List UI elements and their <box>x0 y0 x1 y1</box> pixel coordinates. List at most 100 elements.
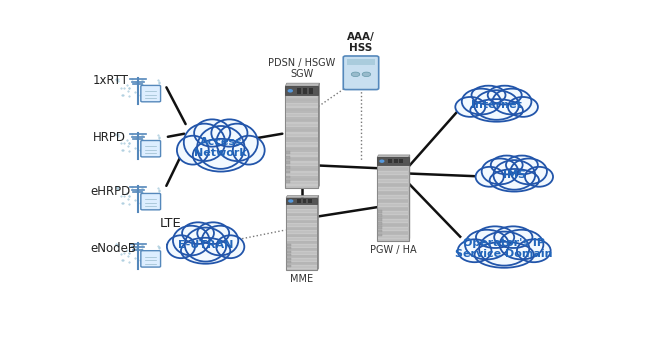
Ellipse shape <box>455 97 485 117</box>
Ellipse shape <box>194 119 231 147</box>
Ellipse shape <box>193 139 249 172</box>
Ellipse shape <box>212 119 247 147</box>
Ellipse shape <box>173 226 210 255</box>
FancyBboxPatch shape <box>286 181 318 186</box>
Ellipse shape <box>215 142 263 160</box>
FancyBboxPatch shape <box>286 151 290 154</box>
FancyBboxPatch shape <box>287 234 317 237</box>
Ellipse shape <box>492 89 532 114</box>
Ellipse shape <box>202 226 238 255</box>
Ellipse shape <box>517 239 550 262</box>
FancyBboxPatch shape <box>286 171 290 173</box>
Ellipse shape <box>460 244 510 259</box>
Ellipse shape <box>494 227 532 248</box>
Text: Operator's IP
Service Domain: Operator's IP Service Domain <box>455 238 553 259</box>
FancyBboxPatch shape <box>377 231 408 235</box>
Ellipse shape <box>492 101 535 114</box>
FancyBboxPatch shape <box>287 265 317 269</box>
Ellipse shape <box>169 240 210 255</box>
FancyBboxPatch shape <box>377 235 408 239</box>
Circle shape <box>288 90 293 92</box>
FancyBboxPatch shape <box>286 137 318 142</box>
FancyBboxPatch shape <box>377 187 408 191</box>
FancyBboxPatch shape <box>377 215 408 219</box>
Text: IMS: IMS <box>503 170 526 180</box>
FancyBboxPatch shape <box>286 152 318 157</box>
FancyBboxPatch shape <box>286 132 318 137</box>
FancyBboxPatch shape <box>303 199 306 203</box>
Ellipse shape <box>167 235 195 258</box>
Circle shape <box>380 160 384 162</box>
FancyBboxPatch shape <box>287 220 317 223</box>
Ellipse shape <box>217 124 258 161</box>
FancyBboxPatch shape <box>377 175 408 179</box>
FancyBboxPatch shape <box>287 258 317 262</box>
FancyBboxPatch shape <box>287 258 291 260</box>
Ellipse shape <box>498 244 549 259</box>
Ellipse shape <box>475 242 534 268</box>
FancyBboxPatch shape <box>303 88 307 94</box>
FancyBboxPatch shape <box>377 167 408 171</box>
FancyBboxPatch shape <box>377 183 408 187</box>
Ellipse shape <box>500 230 543 259</box>
FancyBboxPatch shape <box>287 255 317 258</box>
Polygon shape <box>318 83 319 188</box>
Ellipse shape <box>485 173 544 187</box>
Text: eHRPD: eHRPD <box>91 185 131 198</box>
FancyBboxPatch shape <box>141 193 161 210</box>
FancyBboxPatch shape <box>378 234 382 237</box>
Ellipse shape <box>474 90 519 120</box>
Ellipse shape <box>525 167 553 187</box>
Text: Access
Network: Access Network <box>195 136 247 158</box>
Polygon shape <box>317 195 319 270</box>
Circle shape <box>362 72 371 76</box>
Ellipse shape <box>509 171 551 184</box>
FancyBboxPatch shape <box>378 222 382 224</box>
FancyBboxPatch shape <box>377 157 409 241</box>
FancyBboxPatch shape <box>287 251 317 255</box>
Ellipse shape <box>494 160 535 190</box>
Text: AAA/
HSS: AAA/ HSS <box>347 32 375 53</box>
FancyBboxPatch shape <box>287 251 291 253</box>
Ellipse shape <box>181 238 231 264</box>
FancyBboxPatch shape <box>286 176 318 181</box>
FancyBboxPatch shape <box>377 223 408 227</box>
FancyBboxPatch shape <box>286 162 318 166</box>
FancyBboxPatch shape <box>286 157 318 162</box>
Ellipse shape <box>506 156 538 174</box>
Ellipse shape <box>508 97 538 117</box>
Ellipse shape <box>177 136 209 165</box>
FancyBboxPatch shape <box>286 198 317 270</box>
FancyBboxPatch shape <box>286 176 290 178</box>
Text: HRPD: HRPD <box>93 131 126 144</box>
FancyBboxPatch shape <box>287 254 291 256</box>
Polygon shape <box>377 155 410 157</box>
Ellipse shape <box>488 86 522 104</box>
Circle shape <box>351 72 360 76</box>
Circle shape <box>289 200 293 202</box>
Ellipse shape <box>465 230 509 259</box>
Ellipse shape <box>179 142 226 160</box>
FancyBboxPatch shape <box>287 209 317 213</box>
FancyBboxPatch shape <box>141 86 161 102</box>
FancyBboxPatch shape <box>377 199 408 203</box>
Ellipse shape <box>476 227 514 248</box>
FancyBboxPatch shape <box>377 179 408 183</box>
Ellipse shape <box>176 242 236 259</box>
FancyBboxPatch shape <box>377 203 408 207</box>
FancyBboxPatch shape <box>378 214 382 216</box>
FancyBboxPatch shape <box>286 103 318 107</box>
FancyBboxPatch shape <box>377 227 408 231</box>
FancyBboxPatch shape <box>377 207 408 211</box>
FancyBboxPatch shape <box>388 159 392 163</box>
Polygon shape <box>409 155 410 241</box>
FancyBboxPatch shape <box>377 171 408 175</box>
Ellipse shape <box>197 126 244 169</box>
FancyBboxPatch shape <box>285 86 318 95</box>
FancyBboxPatch shape <box>287 241 317 244</box>
FancyBboxPatch shape <box>286 142 318 147</box>
Polygon shape <box>286 195 319 198</box>
FancyBboxPatch shape <box>378 226 382 229</box>
FancyBboxPatch shape <box>287 216 317 220</box>
Ellipse shape <box>490 169 539 192</box>
